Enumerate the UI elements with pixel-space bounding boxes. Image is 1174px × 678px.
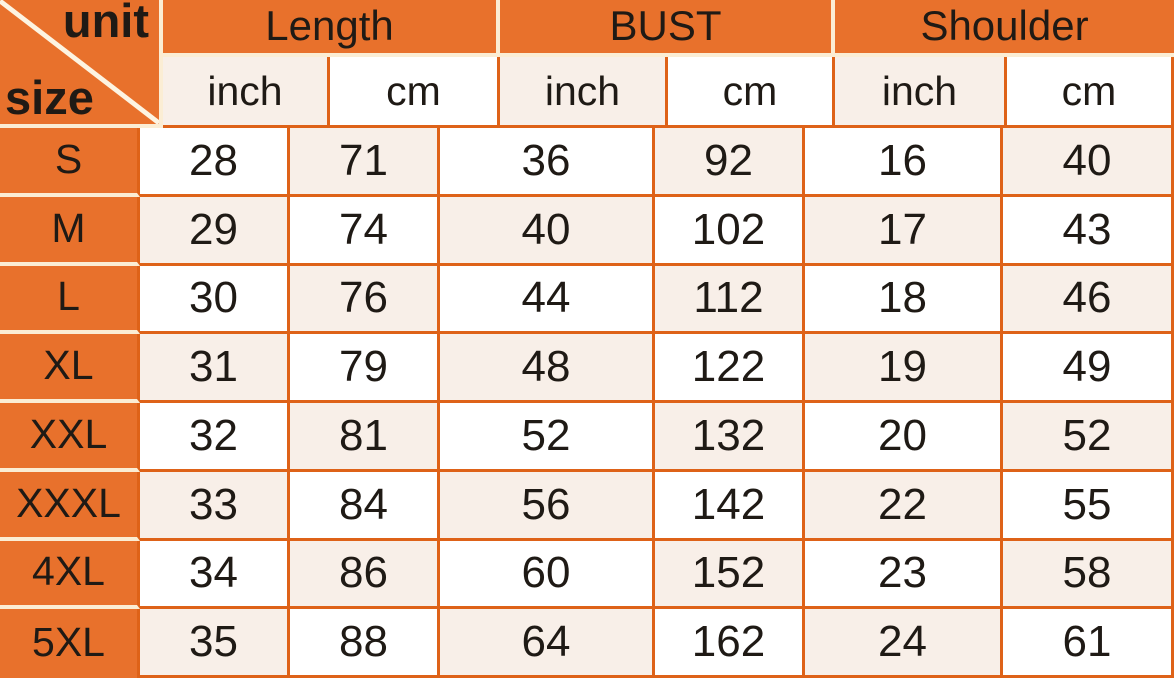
value-cell: 20 [805,403,1003,472]
value-cell: 71 [290,128,440,197]
value-cell: 162 [655,609,805,678]
value-cell: 40 [440,196,655,266]
value-cell: 34 [140,540,290,610]
value-cell: 88 [290,609,440,678]
value-cell: 43 [1003,196,1174,266]
corner-cell: unit size [0,0,163,128]
value-cell: 132 [655,403,805,472]
unit-header-length-inch: inch [163,57,330,128]
value-cell: 22 [805,471,1003,541]
unit-header-shoulder-cm: cm [1007,57,1174,128]
value-cell: 60 [440,540,655,610]
value-cell: 36 [440,128,655,197]
value-cell: 142 [655,471,805,541]
corner-unit-label: unit [62,0,149,47]
value-cell: 28 [140,128,290,197]
size-cell: M [0,196,140,266]
value-cell: 64 [440,609,655,678]
size-cell: S [0,128,140,197]
value-cell: 32 [140,403,290,472]
value-cell: 16 [805,128,1003,197]
value-cell: 52 [1003,403,1174,472]
size-cell: XL [0,334,140,403]
size-cell: L [0,265,140,335]
value-cell: 61 [1003,609,1174,678]
table-header: unit size Length BUST Shoulder inch cm i… [0,0,1174,128]
value-cell: 81 [290,403,440,472]
value-cell: 29 [140,196,290,266]
value-cell: 79 [290,334,440,403]
value-cell: 30 [140,265,290,335]
value-cell: 122 [655,334,805,403]
size-cell: 4XL [0,540,140,610]
table-body: S 28 71 36 92 16 40 M 29 74 40 102 17 43… [0,128,1174,678]
diagonal-divider-line [0,0,159,124]
value-cell: 49 [1003,334,1174,403]
value-cell: 46 [1003,265,1174,335]
corner-size-label: size [5,71,94,125]
value-cell: 112 [655,265,805,335]
value-cell: 74 [290,196,440,266]
value-cell: 33 [140,471,290,541]
unit-header-shoulder-inch: inch [835,57,1007,128]
value-cell: 52 [440,403,655,472]
size-cell: XXL [0,403,140,472]
unit-header-length-cm: cm [330,57,500,128]
value-cell: 55 [1003,471,1174,541]
size-cell: XXXL [0,471,140,541]
value-cell: 40 [1003,128,1174,197]
value-cell: 86 [290,540,440,610]
unit-header-bust-cm: cm [668,57,835,128]
value-cell: 92 [655,128,805,197]
unit-header-bust-inch: inch [500,57,668,128]
value-cell: 17 [805,196,1003,266]
value-cell: 58 [1003,540,1174,610]
value-cell: 48 [440,334,655,403]
size-cell: 5XL [0,609,140,678]
group-header-bust: BUST [500,0,835,57]
value-cell: 152 [655,540,805,610]
value-cell: 24 [805,609,1003,678]
value-cell: 44 [440,265,655,335]
value-cell: 18 [805,265,1003,335]
value-cell: 23 [805,540,1003,610]
group-header-shoulder: Shoulder [835,0,1174,57]
value-cell: 102 [655,196,805,266]
value-cell: 35 [140,609,290,678]
value-cell: 31 [140,334,290,403]
group-header-length: Length [163,0,500,57]
value-cell: 76 [290,265,440,335]
value-cell: 56 [440,471,655,541]
value-cell: 19 [805,334,1003,403]
value-cell: 84 [290,471,440,541]
